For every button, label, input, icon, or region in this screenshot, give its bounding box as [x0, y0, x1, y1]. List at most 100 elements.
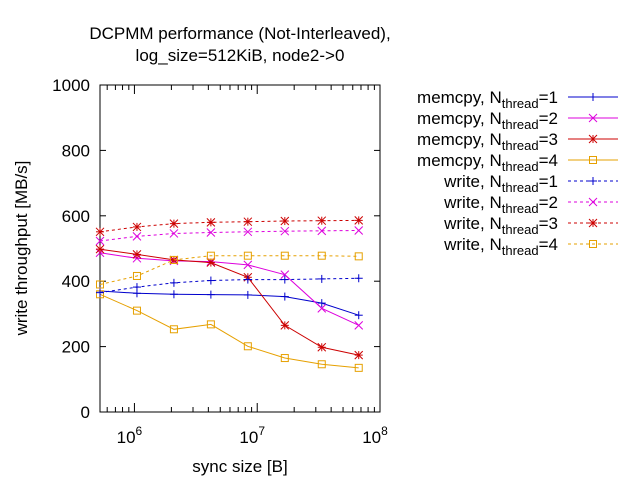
data-point — [354, 252, 363, 261]
legend-label: write, Nthread=1 — [443, 172, 558, 195]
data-point — [317, 299, 326, 308]
data-point — [243, 342, 252, 351]
legend-label: memcpy, Nthread=3 — [417, 130, 558, 153]
data-point — [132, 283, 141, 292]
data-point — [206, 258, 216, 267]
data-point — [206, 320, 215, 329]
data-point — [206, 217, 216, 227]
data-point — [243, 227, 253, 237]
data-point — [243, 217, 253, 227]
series-8 — [96, 251, 363, 289]
data-point — [354, 363, 363, 372]
series-line — [99, 248, 359, 356]
legend-item: memcpy, Nthread=4 — [417, 151, 618, 174]
legend-marker — [589, 177, 597, 185]
legend-label: memcpy, Nthread=1 — [417, 88, 558, 111]
legend-label: write, Nthread=4 — [443, 235, 558, 258]
data-point — [243, 260, 253, 270]
y-tick-label: 200 — [62, 338, 90, 357]
x-axis-label: sync size [B] — [192, 457, 287, 476]
legend-item: write, Nthread=4 — [443, 235, 618, 258]
data-point — [169, 255, 178, 264]
y-tick-label: 600 — [62, 207, 90, 226]
y-tick-label: 800 — [62, 141, 90, 160]
legend-item: memcpy, Nthread=1 — [417, 88, 618, 111]
data-point — [280, 226, 290, 236]
legend-label: memcpy, Nthread=4 — [417, 151, 558, 174]
series-line — [99, 293, 359, 369]
legend-marker — [588, 134, 598, 144]
data-point — [354, 216, 364, 225]
data-point — [354, 311, 363, 320]
data-point — [206, 228, 216, 237]
legend-marker — [589, 93, 597, 101]
y-axis: 0 200 400 600 800 1000 — [52, 76, 380, 422]
legend-marker — [588, 218, 598, 228]
legend-marker — [588, 197, 598, 207]
series-line — [99, 255, 359, 285]
y-axis-label: write throughput [MB/s] — [12, 161, 31, 337]
data-point — [95, 244, 105, 254]
data-point — [243, 290, 252, 299]
series-line — [99, 219, 359, 233]
x-axis: 106 107 108 — [106, 85, 388, 447]
series-5 — [96, 274, 363, 297]
data-point — [280, 275, 289, 284]
data-point — [280, 354, 289, 363]
chart-title-line2: log_size=512KiB, node2->0 — [136, 46, 345, 65]
data-point — [206, 251, 215, 260]
legend-item: write, Nthread=3 — [443, 214, 618, 237]
data-point — [169, 229, 179, 238]
data-point — [169, 290, 178, 299]
data-point — [132, 306, 141, 315]
plot-area — [95, 216, 364, 372]
data-point — [169, 325, 178, 334]
data-point — [317, 342, 327, 352]
data-point — [243, 275, 252, 284]
data-point — [354, 226, 364, 235]
legend-item: write, Nthread=2 — [443, 193, 618, 216]
legend-label: write, Nthread=3 — [443, 214, 558, 237]
data-point — [317, 274, 326, 283]
data-point — [132, 232, 142, 241]
series-line — [99, 277, 359, 294]
data-point — [206, 290, 215, 299]
y-tick-label: 1000 — [52, 76, 90, 95]
series-4 — [96, 290, 363, 372]
data-point — [169, 219, 179, 229]
y-tick-label: 400 — [62, 272, 90, 291]
data-point — [280, 270, 290, 280]
data-point — [317, 226, 327, 236]
x-tick-label: 107 — [239, 424, 265, 447]
legend-marker — [588, 113, 598, 123]
data-point — [317, 216, 327, 226]
data-point — [95, 227, 105, 237]
data-point — [280, 320, 290, 330]
data-point — [243, 251, 252, 260]
data-point — [132, 250, 142, 259]
legend-label: memcpy, Nthread=2 — [417, 109, 558, 132]
legend-item: write, Nthread=1 — [443, 172, 618, 195]
series-6 — [95, 226, 364, 246]
series-line — [99, 230, 359, 242]
series-7 — [95, 216, 364, 237]
plot-frame — [99, 84, 381, 413]
data-point — [132, 222, 142, 232]
data-point — [96, 280, 104, 289]
data-point — [132, 271, 141, 280]
data-point — [354, 320, 364, 330]
series-line — [99, 290, 359, 316]
legend-label: write, Nthread=2 — [443, 193, 558, 216]
chart-title-line1: DCPMM performance (Not-Interleaved), — [89, 24, 390, 43]
legend-marker — [589, 240, 597, 248]
series-line — [99, 252, 359, 326]
x-tick-label: 106 — [117, 424, 143, 447]
data-point — [317, 251, 326, 260]
y-tick-label: 0 — [81, 403, 90, 422]
legend-marker — [589, 156, 597, 164]
legend-item: memcpy, Nthread=3 — [417, 130, 618, 153]
data-point — [354, 350, 364, 360]
data-point — [280, 251, 289, 260]
series-2 — [95, 248, 364, 330]
